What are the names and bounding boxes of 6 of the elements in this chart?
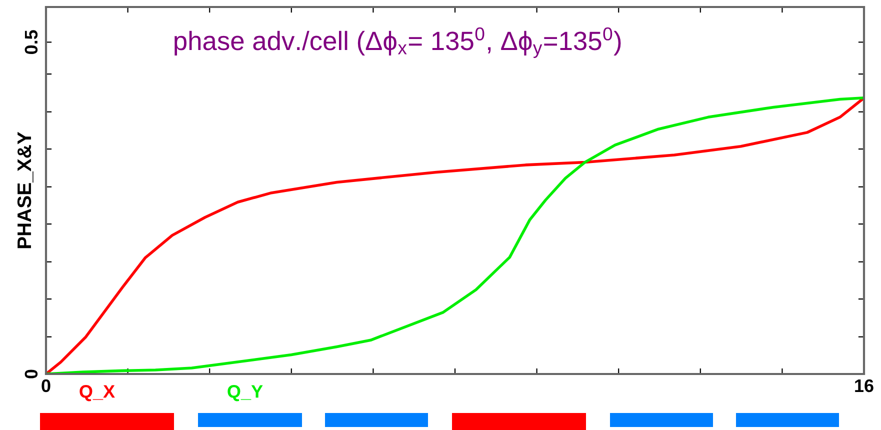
x-tick-label: 16 [855, 379, 874, 392]
y-axis-title: PHASE_X&Y [17, 132, 34, 248]
y-tick-label: 0.5 [24, 30, 38, 54]
series-label: Q_Y [228, 385, 263, 402]
series-label: Q_X [80, 385, 115, 402]
chart-title: phase adv./cell (Δϕ$_{x}$= 135$^{0}$, Δϕ$_{y}$=135$^{0}$) [174, 27, 621, 58]
